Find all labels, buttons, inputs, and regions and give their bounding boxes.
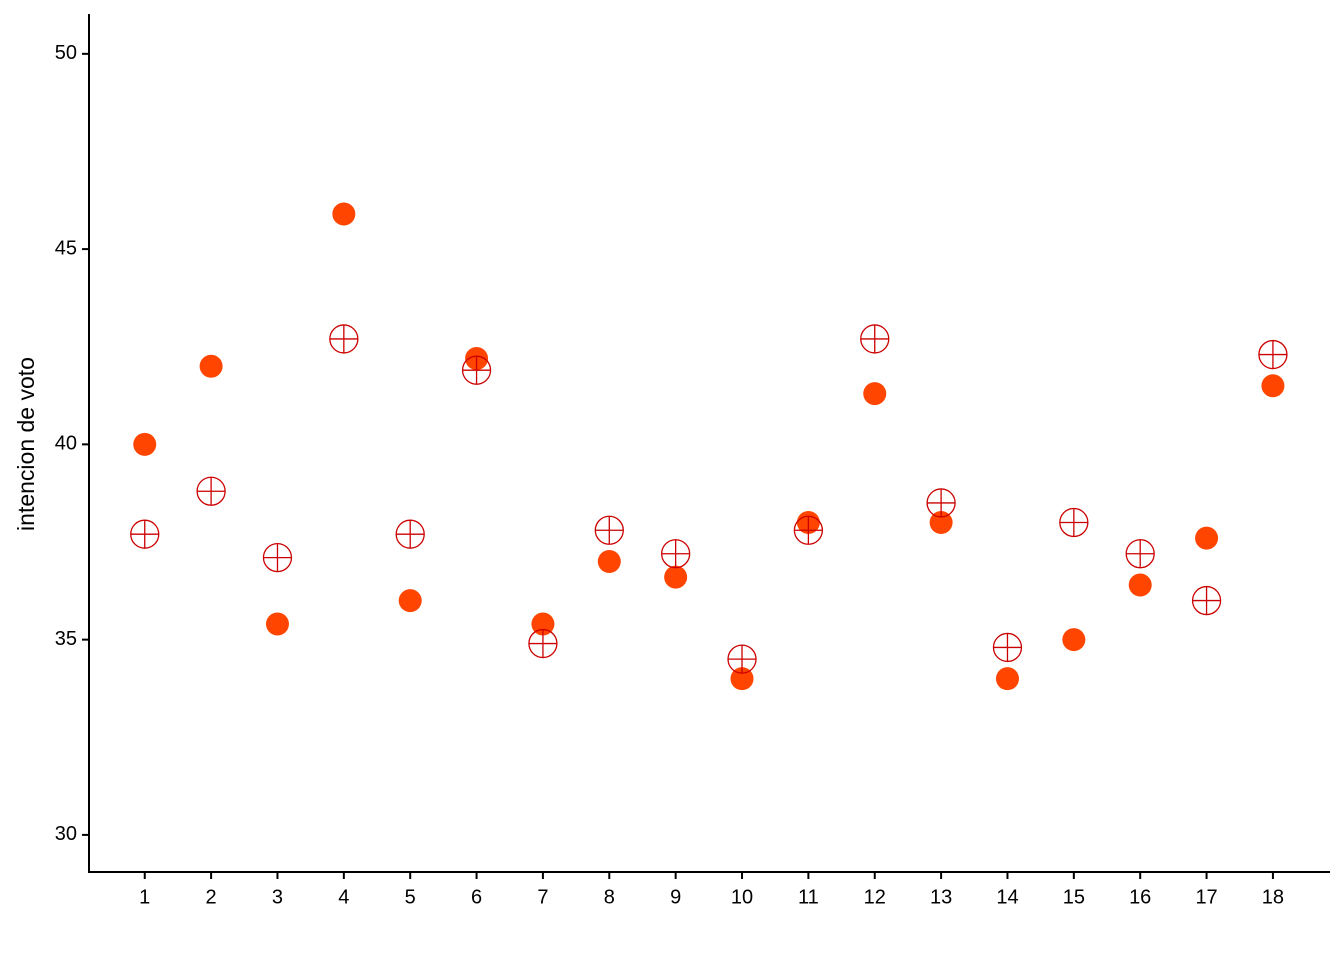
- point-cross: [1126, 539, 1155, 568]
- x-tick-label: 14: [996, 886, 1018, 908]
- x-tick-label: 5: [405, 886, 416, 908]
- x-tick-label: 17: [1195, 886, 1217, 908]
- y-tick-label: 30: [55, 823, 77, 845]
- x-tick-label: 4: [338, 886, 349, 908]
- point: [133, 432, 157, 456]
- x-tick-label: 3: [272, 886, 283, 908]
- point: [531, 612, 555, 636]
- x-tick-label: 1: [139, 886, 150, 908]
- x-tick-label: 18: [1262, 886, 1284, 908]
- point-cross: [1059, 508, 1088, 537]
- point-cross: [197, 477, 226, 506]
- point-cross: [130, 520, 159, 549]
- point-cross: [1192, 586, 1221, 615]
- y-tick-label: 45: [55, 237, 77, 259]
- x-tick-label: 6: [471, 886, 482, 908]
- point-cross: [927, 488, 956, 517]
- point-cross: [528, 629, 557, 658]
- x-tick-label: 10: [731, 886, 753, 908]
- point-cross: [860, 324, 889, 353]
- x-tick-label: 15: [1063, 886, 1085, 908]
- x-tick-label: 12: [864, 886, 886, 908]
- point-cross: [993, 633, 1022, 662]
- point-cross: [462, 356, 491, 385]
- x-tick-label: 13: [930, 886, 952, 908]
- x-tick-label: 16: [1129, 886, 1151, 908]
- point: [199, 354, 223, 378]
- point: [1195, 526, 1219, 550]
- point-cross: [728, 645, 757, 674]
- point: [863, 382, 887, 406]
- x-tick-label: 8: [604, 886, 615, 908]
- point-cross: [1258, 340, 1287, 369]
- point: [1062, 628, 1086, 652]
- y-tick-label: 35: [55, 628, 77, 650]
- point-cross: [396, 520, 425, 549]
- point: [730, 667, 754, 691]
- point: [664, 565, 688, 589]
- point-cross: [595, 516, 624, 545]
- point-cross: [794, 516, 823, 545]
- point-cross: [263, 543, 292, 572]
- point: [265, 612, 289, 636]
- x-tick-label: 7: [537, 886, 548, 908]
- point: [597, 550, 621, 574]
- point-cross: [661, 539, 690, 568]
- x-tick-label: 2: [206, 886, 217, 908]
- y-tick-label: 50: [55, 42, 77, 64]
- point: [332, 202, 356, 226]
- point: [1128, 573, 1152, 597]
- point: [398, 589, 422, 613]
- point: [1261, 374, 1285, 398]
- point: [929, 510, 953, 534]
- x-tick-label: 9: [670, 886, 681, 908]
- y-axis-label: intencion de voto: [13, 357, 39, 531]
- point: [995, 667, 1019, 691]
- x-tick-label: 11: [798, 886, 819, 908]
- y-tick-label: 40: [55, 433, 77, 455]
- point-cross: [329, 324, 358, 353]
